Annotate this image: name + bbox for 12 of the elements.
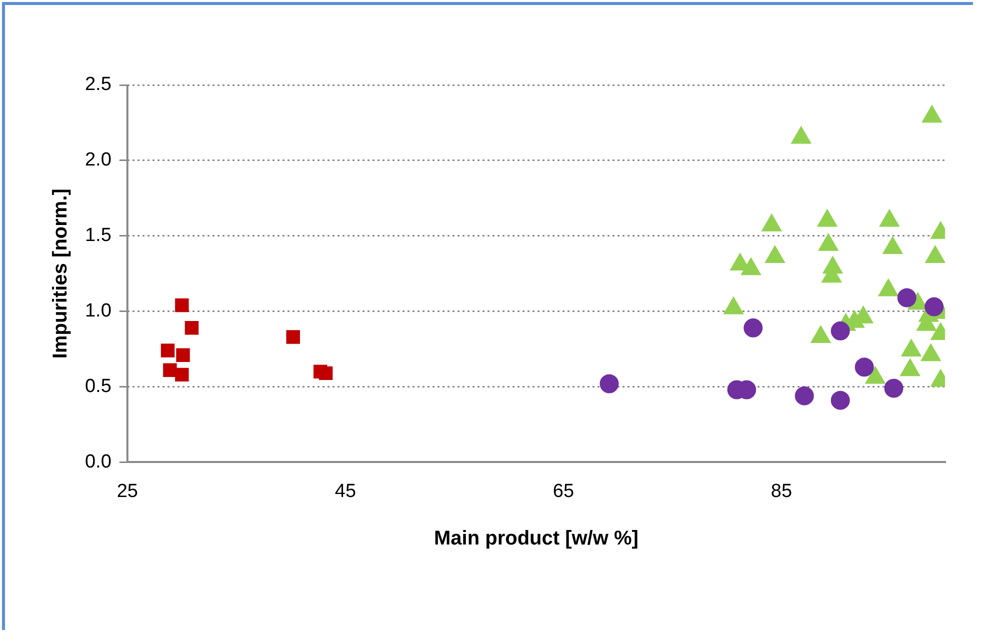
y-tick-label: 1.0 <box>84 300 112 322</box>
y-axis-title: Impurities [norm.] <box>50 188 72 359</box>
y-tick-label: 2.0 <box>84 150 112 171</box>
x-axis-title: Main product [w/w %] <box>434 528 638 550</box>
y-tick-label: 0.0 <box>84 451 112 472</box>
y-tick-label: 0.5 <box>84 376 112 397</box>
y-tick-label: 1.5 <box>84 225 112 246</box>
x-tick-label: 85 <box>770 480 792 502</box>
x-tick-label: 45 <box>334 480 356 502</box>
y-tick-label: 2.5 <box>84 74 112 96</box>
x-tick-label: 25 <box>116 480 138 502</box>
x-tick-label: 65 <box>552 480 574 502</box>
